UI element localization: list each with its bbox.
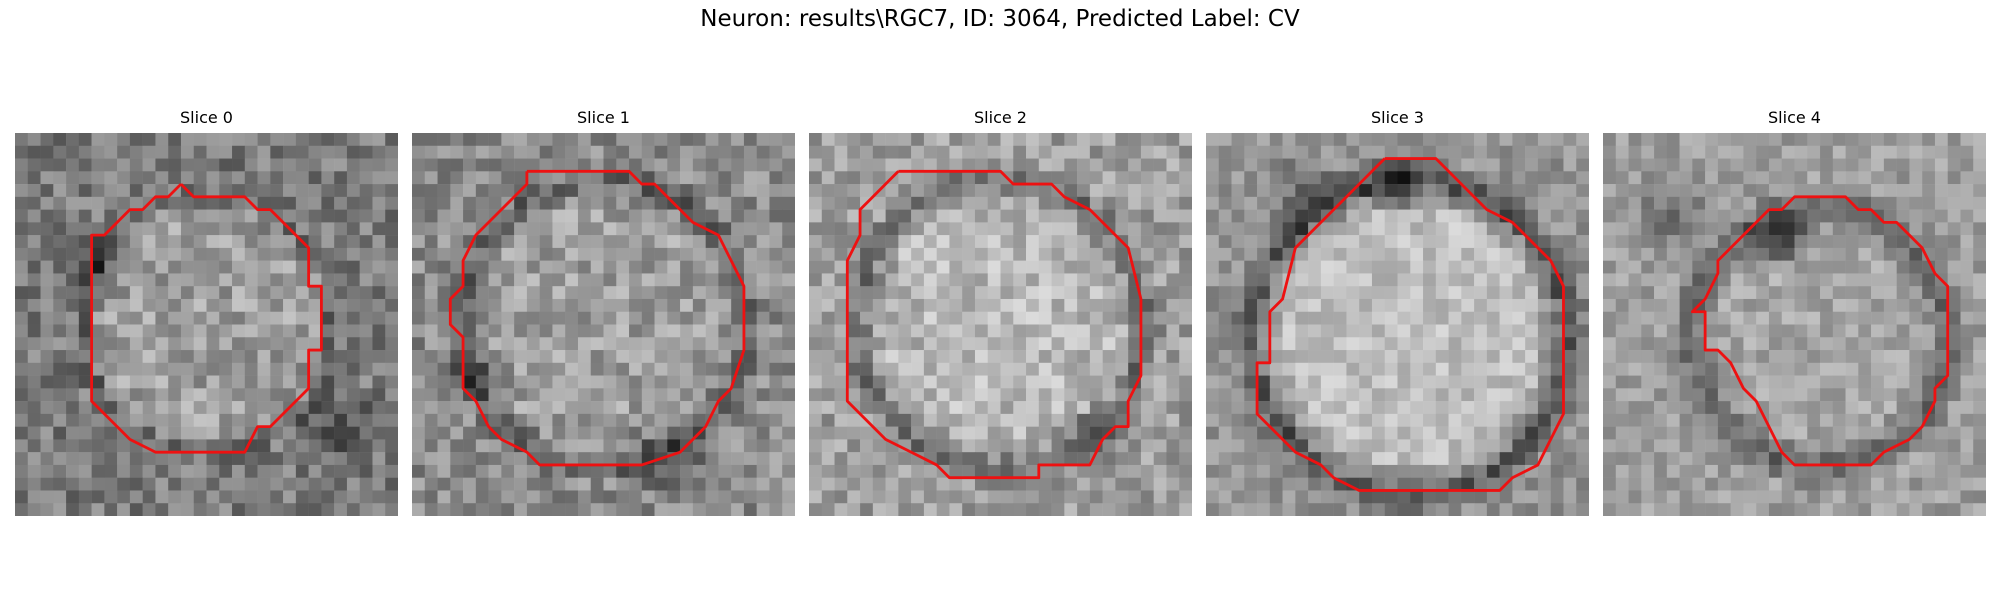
roi-contour — [90, 183, 323, 454]
slice-panel-0: Slice 0 — [15, 108, 398, 516]
pixel-grid — [1206, 133, 1589, 516]
slice-title-4: Slice 4 — [1768, 108, 1821, 127]
slice-image-4 — [1603, 133, 1986, 516]
slice-panel-1: Slice 1 — [412, 108, 795, 516]
pixel-grid — [1603, 133, 1986, 516]
slice-title-0: Slice 0 — [180, 108, 233, 127]
slice-title-1: Slice 1 — [577, 108, 630, 127]
roi-contour — [845, 169, 1143, 480]
pixel-grid — [809, 133, 1192, 516]
figure-title: Neuron: results\RGC7, ID: 3064, Predicte… — [700, 6, 1300, 32]
slice-title-3: Slice 3 — [1371, 108, 1424, 127]
pixel-grid — [15, 133, 398, 516]
pixel-grid — [412, 133, 795, 516]
slice-panel-2: Slice 2 — [809, 108, 1192, 516]
slice-panel-3: Slice 3 — [1206, 108, 1589, 516]
slice-image-2 — [809, 133, 1192, 516]
slice-image-1 — [412, 133, 795, 516]
roi-contour — [1255, 157, 1565, 492]
slice-image-0 — [15, 133, 398, 516]
slice-image-3 — [1206, 133, 1589, 516]
roi-contour — [448, 169, 746, 467]
slice-panel-4: Slice 4 — [1603, 108, 1986, 516]
roi-contour — [1690, 195, 1950, 467]
slice-title-2: Slice 2 — [974, 108, 1027, 127]
